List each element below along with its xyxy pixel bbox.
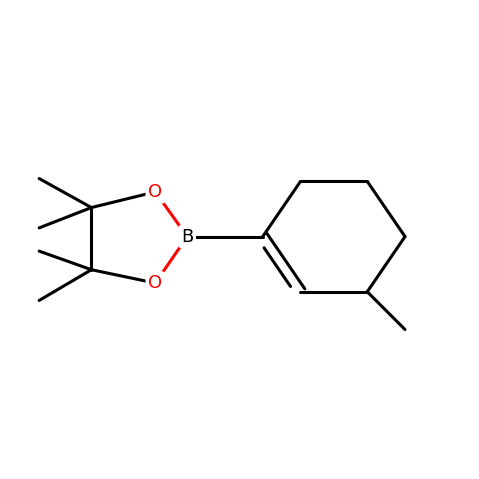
Text: B: B <box>181 228 194 246</box>
Text: O: O <box>148 183 162 201</box>
Text: O: O <box>148 274 162 292</box>
